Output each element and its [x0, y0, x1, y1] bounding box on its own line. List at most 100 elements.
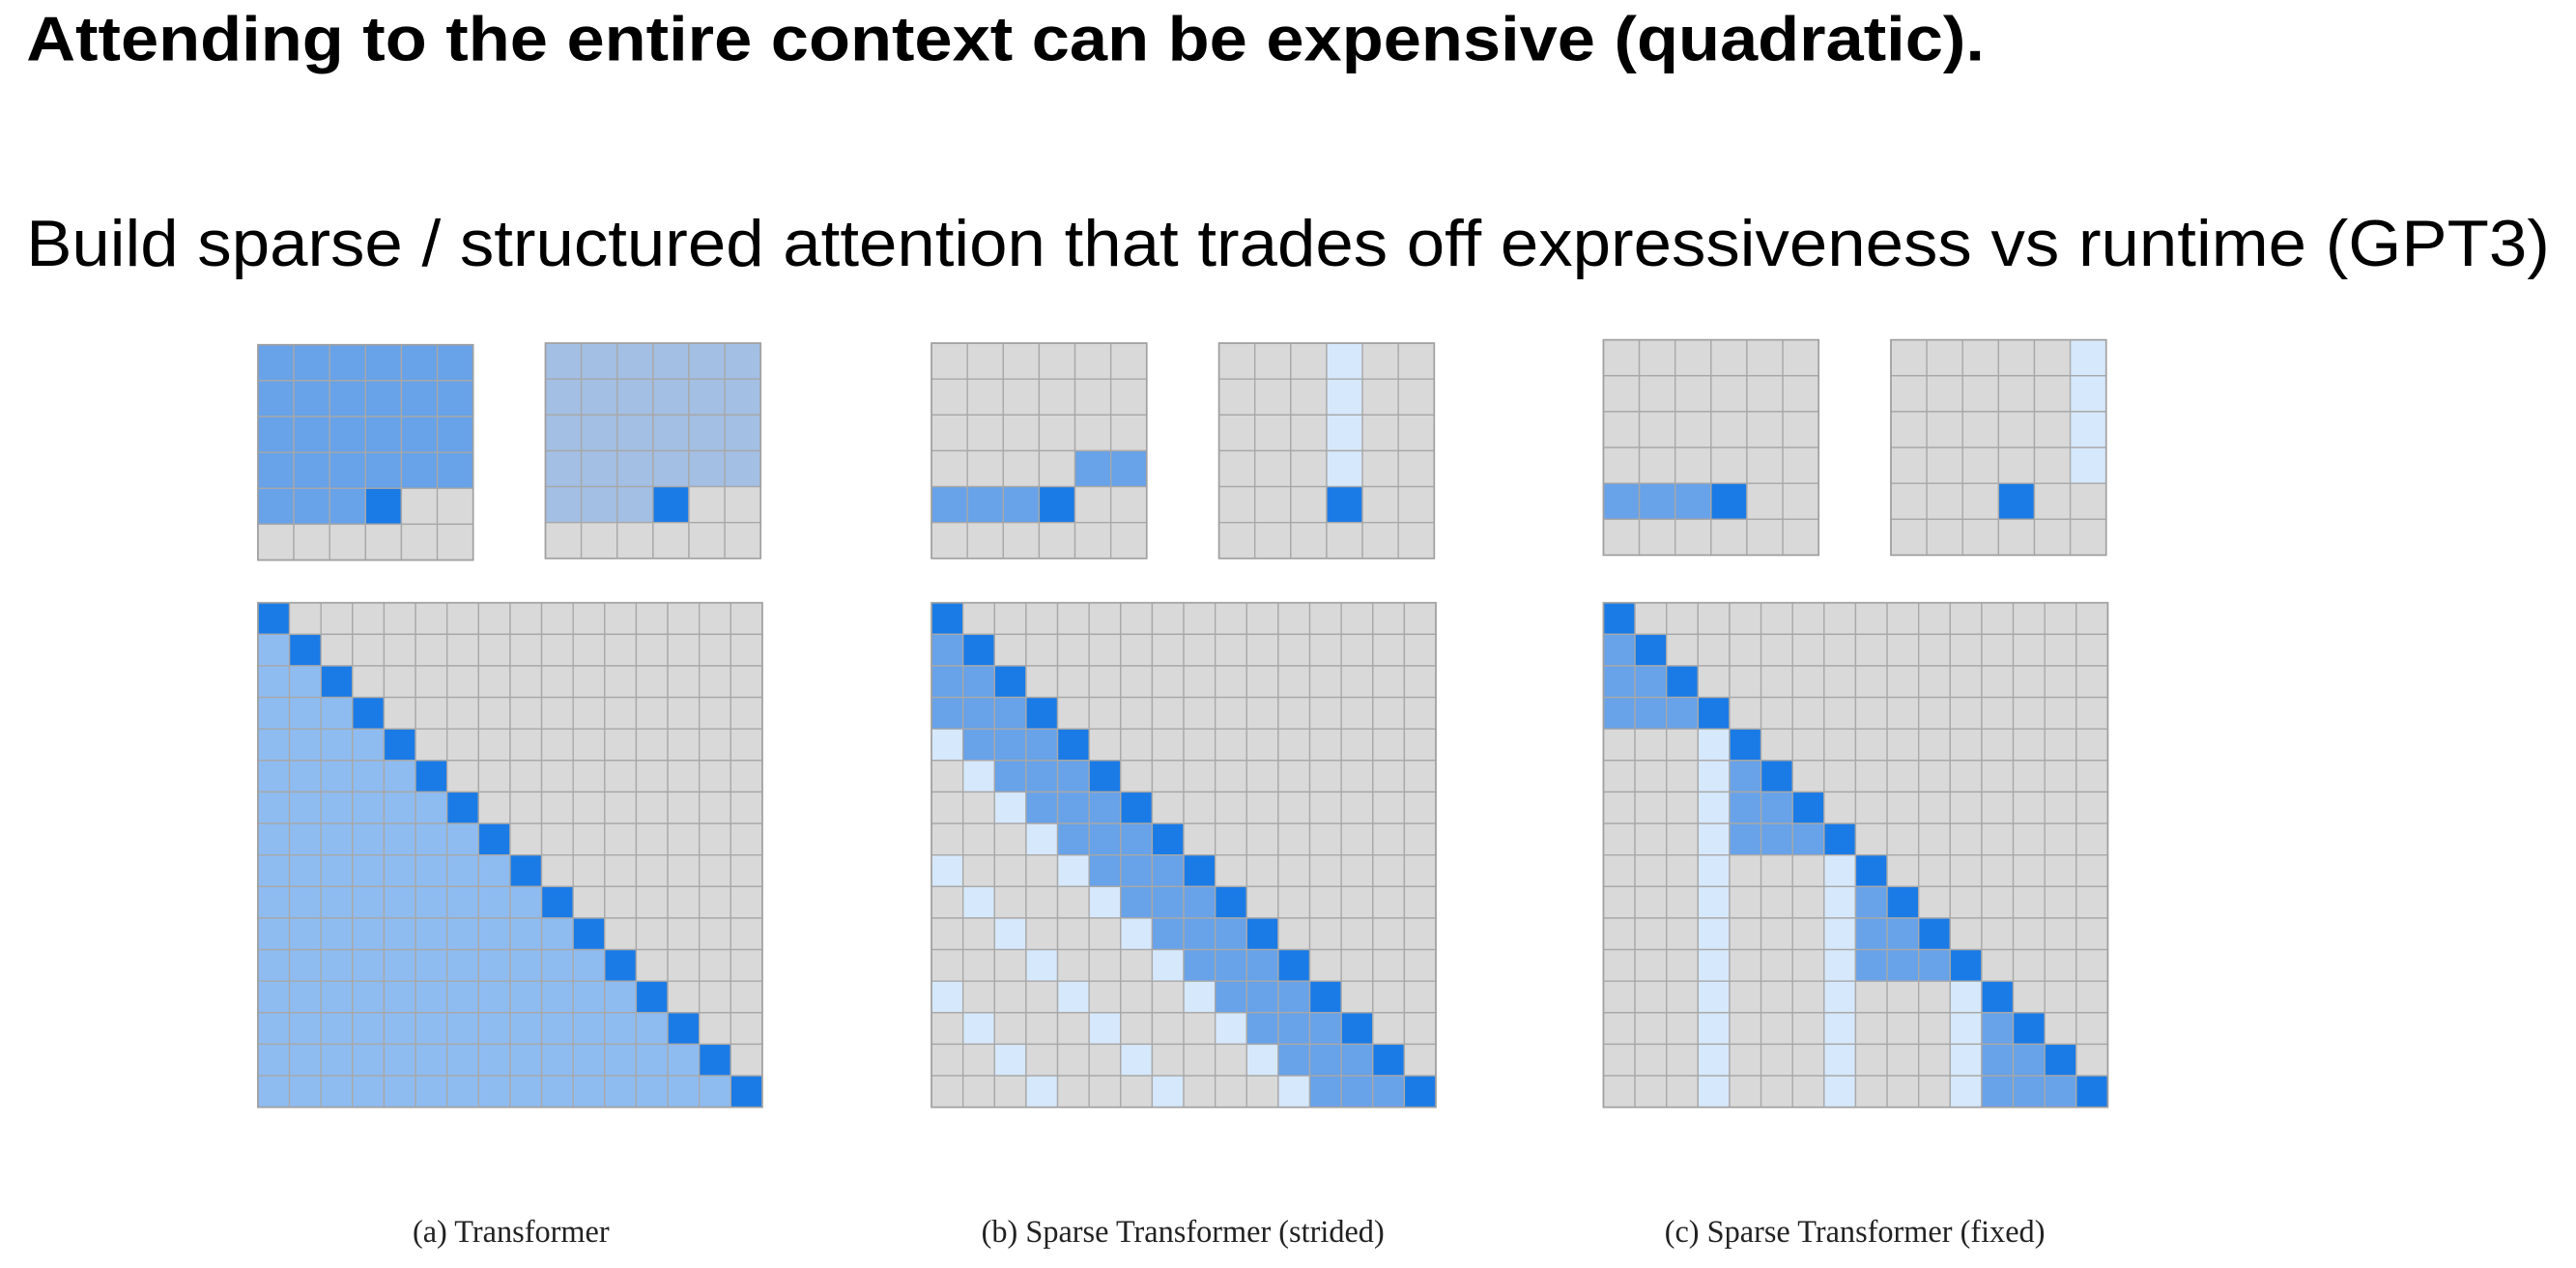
- grid-cell: [383, 980, 416, 1014]
- grid-cell: [1151, 696, 1185, 730]
- grid-cell: [1025, 1043, 1059, 1077]
- grid-cell: [1697, 633, 1731, 667]
- grid-cell: [635, 980, 669, 1014]
- grid-cell: [730, 1075, 763, 1109]
- attention-grid: [930, 601, 1437, 1109]
- grid-cell: [1372, 822, 1406, 856]
- grid-cell: [2044, 791, 2077, 824]
- grid-cell: [436, 487, 474, 526]
- grid-cell: [1372, 696, 1406, 730]
- grid-cell: [2069, 375, 2107, 413]
- grid-cell: [961, 1075, 995, 1109]
- grid-cell: [1151, 948, 1185, 982]
- grid-cell: [730, 791, 763, 824]
- grid-cell: [930, 1043, 964, 1077]
- grid-cell: [1854, 948, 1888, 982]
- grid-cell: [1254, 521, 1292, 560]
- grid-cell: [1120, 665, 1154, 699]
- grid-cell: [1120, 980, 1154, 1014]
- grid-cell: [1088, 633, 1122, 667]
- grid-cell: [572, 1075, 606, 1109]
- grid-cell: [930, 602, 964, 635]
- grid-cell: [1290, 378, 1328, 416]
- grid-cell: [1729, 791, 1762, 824]
- grid-cell: [1634, 696, 1668, 730]
- grid-cell: [352, 760, 386, 793]
- grid-cell: [383, 948, 416, 982]
- grid-cell: [1949, 791, 1983, 824]
- grid-cell: [477, 948, 511, 982]
- grid-cell: [1025, 696, 1059, 730]
- grid-cell: [415, 948, 448, 982]
- grid-cell: [540, 665, 574, 699]
- grid-cell: [688, 414, 726, 452]
- grid-cell: [1981, 822, 2015, 856]
- grid-cell: [1666, 917, 1700, 951]
- grid-cell: [572, 980, 606, 1014]
- grid-cell: [1634, 948, 1668, 982]
- grid-cell: [446, 980, 479, 1014]
- grid-cell: [724, 414, 761, 452]
- grid-cell: [400, 416, 439, 453]
- grid-cell: [2069, 411, 2107, 448]
- grid-cell: [572, 633, 606, 667]
- grid-cell: [1746, 482, 1784, 520]
- grid-cell: [329, 523, 366, 562]
- grid-cell: [667, 885, 701, 919]
- grid-cell: [2044, 822, 2077, 856]
- grid-cell: [1949, 917, 1983, 951]
- grid-cell: [1602, 822, 1636, 856]
- grid-cell: [383, 822, 416, 856]
- grid-cell: [1151, 602, 1185, 635]
- grid-cell: [1120, 948, 1154, 982]
- grid-cell: [1981, 791, 2015, 824]
- grid-cell: [2069, 338, 2107, 377]
- grid-cell: [477, 822, 511, 856]
- grid-cell: [966, 378, 1004, 416]
- grid-cell: [329, 344, 366, 382]
- grid-cell: [1254, 378, 1292, 416]
- grid-cell: [572, 1012, 606, 1046]
- grid-cell: [993, 602, 1027, 635]
- grid-cell: [477, 665, 511, 699]
- grid-cell: [1214, 602, 1247, 635]
- grid-cell: [1214, 1075, 1247, 1109]
- grid-cell: [1634, 822, 1668, 856]
- grid-cell: [1729, 854, 1762, 887]
- grid-cell: [1791, 980, 1825, 1014]
- grid-cell: [930, 633, 964, 667]
- grid-cell: [2075, 1043, 2109, 1077]
- grid-cell: [1308, 602, 1342, 635]
- grid-cell: [1372, 854, 1406, 887]
- grid-cell: [288, 948, 322, 982]
- grid-cell: [415, 1043, 448, 1077]
- grid-cell: [1245, 791, 1279, 824]
- grid-cell: [352, 854, 386, 887]
- grid-cell: [1025, 633, 1059, 667]
- grid-cell: [1088, 602, 1122, 635]
- grid-cell: [257, 1043, 291, 1077]
- grid-cell: [540, 633, 574, 667]
- grid-cell: [2075, 760, 2109, 793]
- grid-cell: [961, 980, 995, 1014]
- grid-cell: [540, 885, 574, 919]
- grid-cell: [730, 1012, 763, 1046]
- grid-cell: [993, 791, 1027, 824]
- grid-cell: [2075, 696, 2109, 730]
- grid-cell: [1245, 980, 1279, 1014]
- grid-cell: [288, 602, 322, 635]
- grid-cell: [1638, 375, 1676, 413]
- grid-cell: [1854, 885, 1888, 919]
- grid-cell: [1697, 917, 1731, 951]
- grid-cell: [320, 1075, 354, 1109]
- grid-cell: [1961, 338, 2000, 377]
- grid-cell: [329, 380, 366, 418]
- grid-cell: [1638, 518, 1676, 557]
- grid-cell: [1277, 791, 1311, 824]
- grid-cell: [352, 1075, 386, 1109]
- grid-cell: [1056, 980, 1090, 1014]
- grid-cell: [1697, 791, 1731, 824]
- grid-cell: [667, 696, 701, 730]
- grid-cell: [1151, 980, 1185, 1014]
